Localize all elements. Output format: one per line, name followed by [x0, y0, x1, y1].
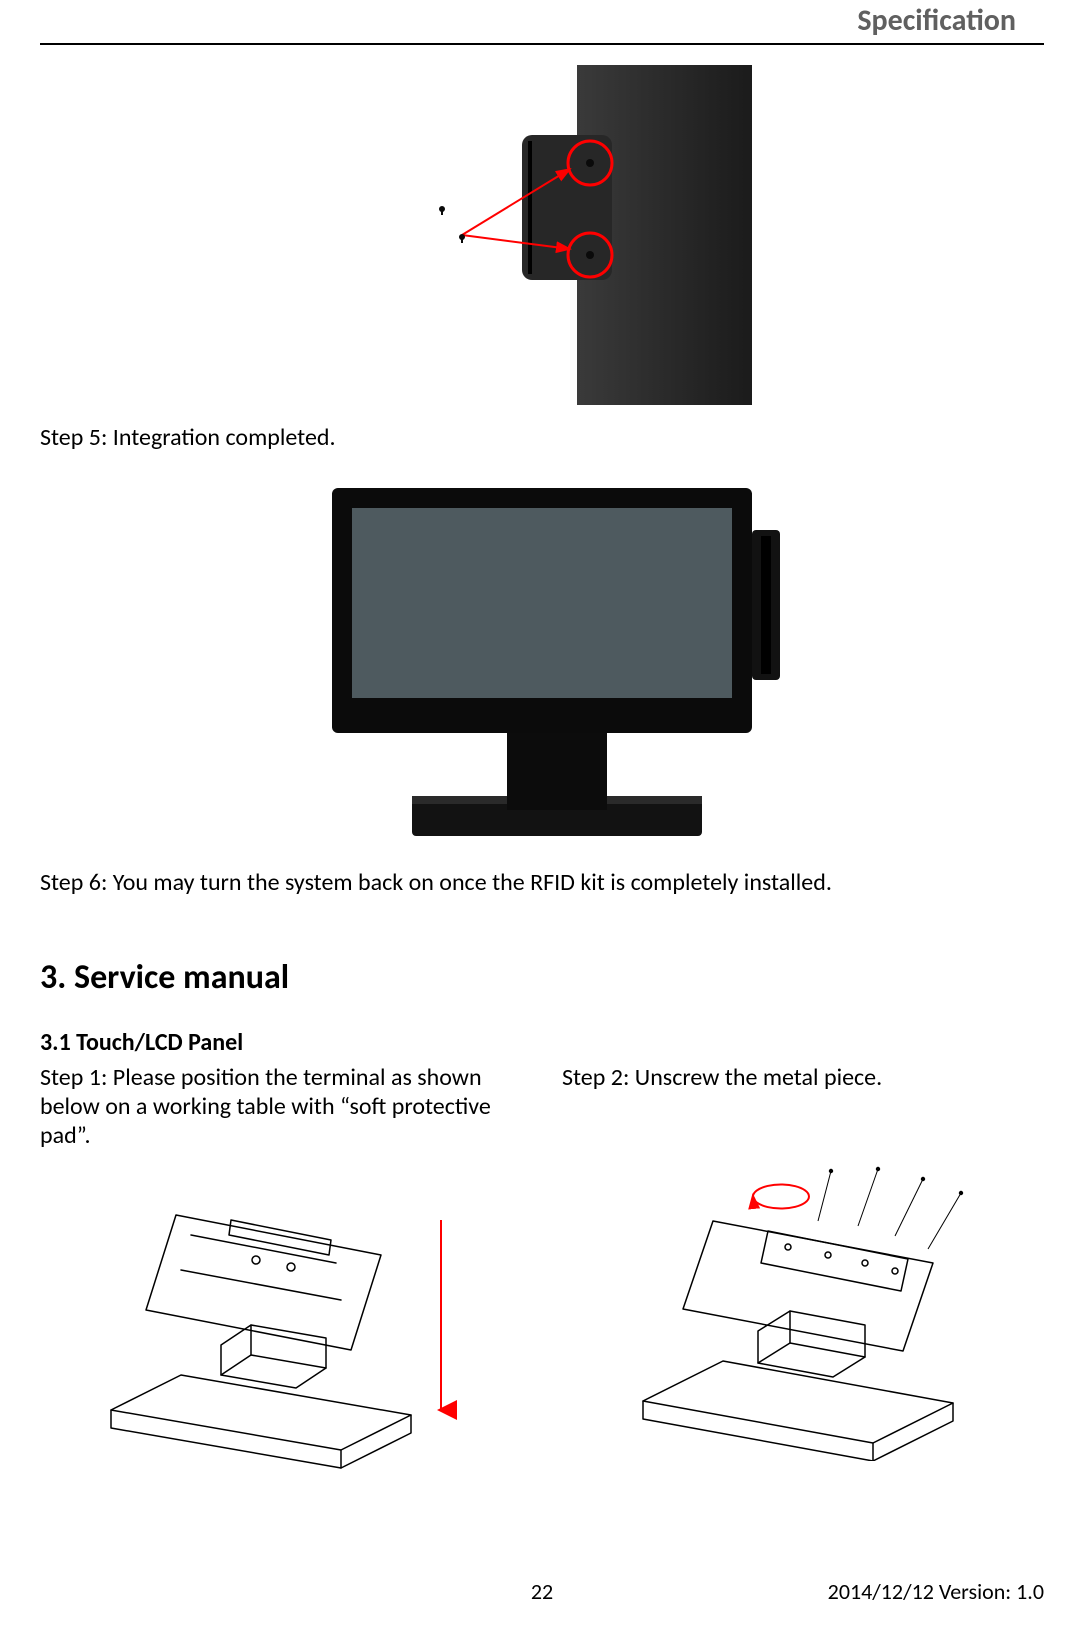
footer-meta: 2014/12/12 Version: 1.0: [828, 1578, 1044, 1605]
page-footer: 22 2014/12/12 Version: 1.0: [40, 1578, 1044, 1605]
document-page: Specification Step 5: Integration comple…: [0, 0, 1084, 1625]
subsection-title: 3.1 Touch/LCD Panel: [40, 1028, 1044, 1057]
column-1: Step 1: Please position the terminal as …: [40, 1063, 522, 1470]
figure-3-wrap: [40, 1160, 522, 1470]
figure-unscrew-drawing: [603, 1151, 1003, 1461]
figure-4-wrap: [562, 1151, 1044, 1461]
step-2-text: Step 2: Unscrew the metal piece.: [562, 1063, 1044, 1141]
step-1-text: Step 1: Please position the terminal as …: [40, 1063, 522, 1150]
step-5-text: Step 5: Integration completed.: [40, 423, 1044, 452]
figure-rfid-module-closeup: [332, 65, 752, 405]
header-rule: [40, 43, 1044, 45]
section-title: 3. Service manual: [40, 957, 1044, 998]
column-2: Step 2: Unscrew the metal piece.: [562, 1063, 1044, 1470]
step-6-text: Step 6: You may turn the system back on …: [40, 868, 1044, 897]
figure-terminal-complete: [282, 470, 802, 850]
figure-2-wrap: [40, 470, 1044, 850]
page-header: Specification: [40, 0, 1044, 39]
figure-terminal-line-drawing: [81, 1160, 481, 1470]
two-column-row: Step 1: Please position the terminal as …: [40, 1063, 1044, 1470]
figure-1-wrap: [40, 65, 1044, 405]
footer-page-number: 22: [531, 1578, 553, 1605]
